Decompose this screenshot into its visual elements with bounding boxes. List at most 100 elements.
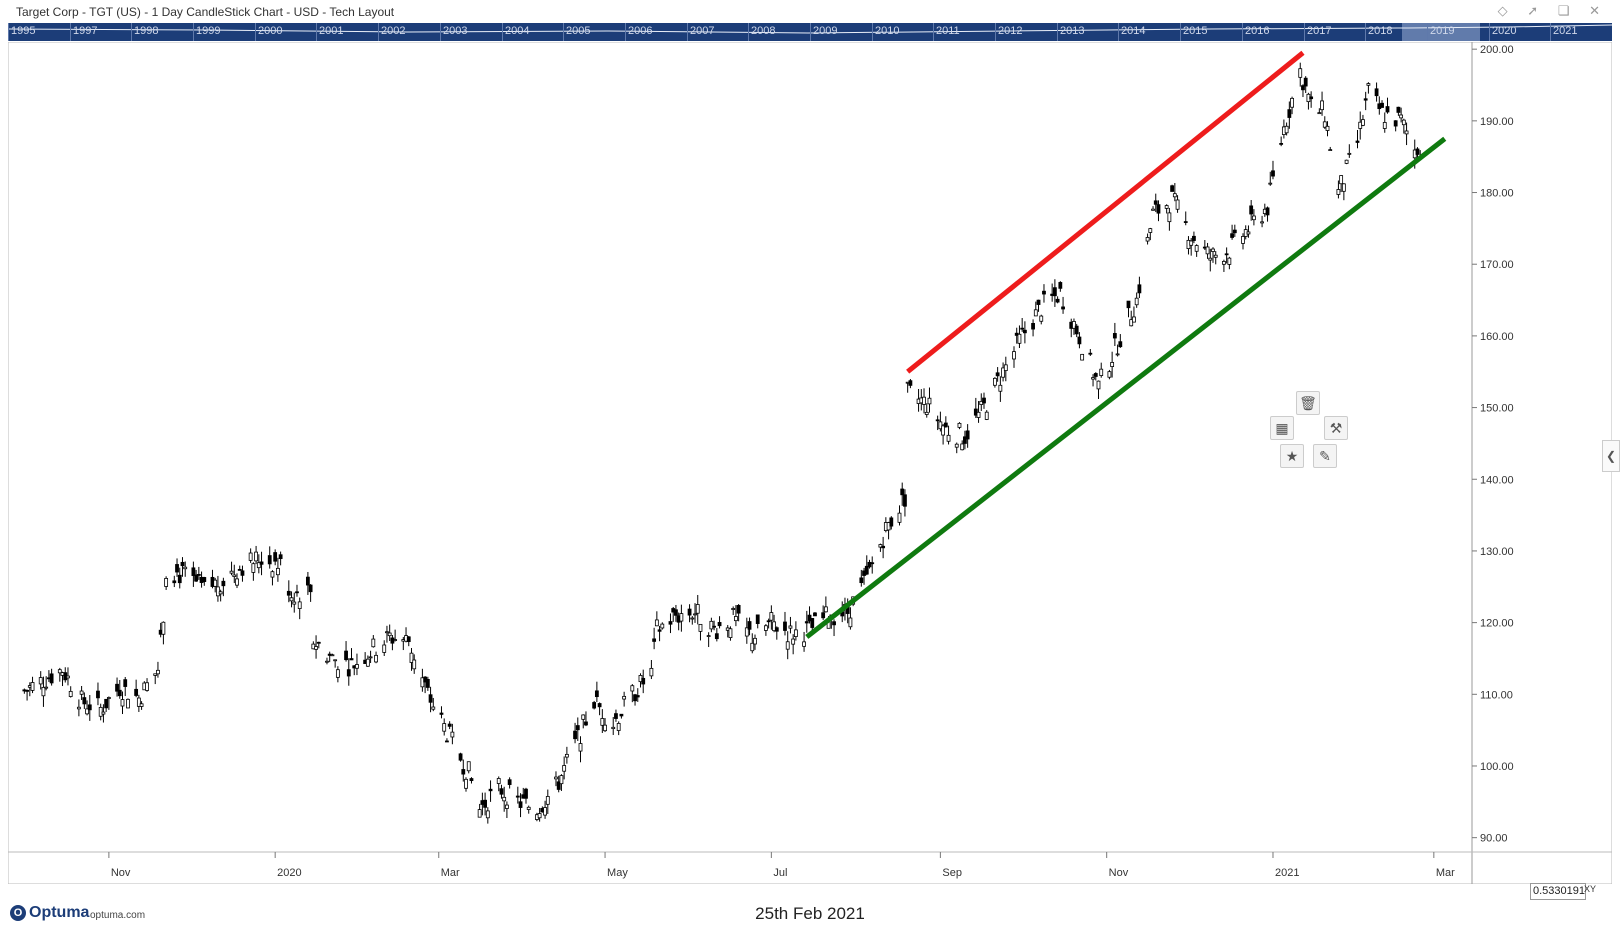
overview-year-label: 1997 — [73, 25, 98, 37]
candle-body — [984, 411, 989, 420]
candle-body — [1325, 125, 1330, 131]
candle-body — [668, 621, 673, 625]
x-tick-label: Sep — [942, 867, 962, 879]
candle-body — [164, 578, 169, 587]
candle-body — [248, 552, 253, 561]
history-overview-bar[interactable]: 1995 1997 1998 1999 2000 2001 2002 2003 2004 2005… — [8, 23, 1612, 41]
x-tick-label: Nov — [111, 867, 131, 879]
candle-body — [1170, 185, 1175, 192]
support-trendline[interactable] — [805, 136, 1447, 639]
candle-body — [1380, 102, 1384, 108]
resistance-trendline[interactable] — [906, 50, 1305, 374]
y-tick-label: 100.00 — [1480, 761, 1514, 773]
candle-body — [714, 633, 719, 640]
candle-body — [297, 601, 302, 609]
diamond-icon[interactable]: ◇ — [1497, 3, 1516, 18]
side-panel-toggle[interactable]: ❮ — [1602, 440, 1620, 472]
candle-body — [938, 421, 943, 430]
x-tick-label: Mar — [441, 867, 460, 879]
candle-body — [1213, 254, 1218, 258]
candle-body — [1020, 327, 1025, 330]
candle-body — [278, 554, 283, 560]
candle-body — [49, 673, 54, 684]
candle-body — [38, 677, 43, 685]
candle-body — [1080, 353, 1085, 361]
overview-year-label: 2020 — [1492, 25, 1517, 37]
candle-body — [657, 629, 662, 632]
candle-body — [1241, 236, 1245, 244]
xy-readout[interactable]: 0.5330191 — [1530, 883, 1586, 900]
candle-body — [1393, 120, 1398, 127]
axes: 200.00 190.00 180.00 170.00 160.00 150.00 140.… — [8, 42, 1612, 884]
candle-body — [177, 574, 182, 584]
candle-body — [1347, 152, 1352, 155]
candle-body — [240, 570, 245, 576]
candle-body — [998, 384, 1003, 392]
candle-body — [1287, 109, 1292, 118]
overview-year-tick — [1427, 23, 1428, 41]
trendlines[interactable] — [805, 50, 1447, 639]
restore-icon[interactable]: ❏ — [1557, 3, 1578, 18]
y-tick-label: 90.00 — [1480, 833, 1508, 845]
candle-body — [1298, 68, 1303, 78]
candle-body — [1374, 88, 1379, 97]
wrench-icon[interactable]: ⚒ — [1324, 416, 1348, 440]
candle-body — [649, 667, 654, 677]
candle-body — [965, 430, 970, 440]
candle-body — [483, 799, 487, 808]
trash-icon[interactable]: 🗑 — [1296, 391, 1320, 415]
site-label: optuma.com — [90, 910, 146, 921]
candle-body — [1260, 221, 1264, 224]
price-chart[interactable]: 200.00 190.00 180.00 170.00 160.00 150.00 140.… — [8, 42, 1612, 884]
overview-year-label: 2012 — [998, 25, 1023, 37]
candle-body — [537, 813, 542, 819]
candle-body — [1336, 189, 1341, 195]
candle-body — [575, 725, 580, 731]
overview-year-tick — [625, 23, 626, 41]
candle-body — [679, 613, 684, 622]
candle-body — [145, 682, 149, 691]
candle-body — [545, 796, 550, 805]
candle-body — [995, 372, 1000, 377]
overview-year-tick — [933, 23, 934, 41]
y-tick-label: 140.00 — [1480, 474, 1514, 486]
candle-body — [654, 619, 659, 627]
pin-icon[interactable]: ➚ — [1527, 3, 1547, 18]
candle-body — [292, 601, 297, 605]
candle-body — [333, 659, 338, 662]
candle-body — [674, 609, 678, 616]
candle-body — [295, 591, 299, 594]
candle-body — [1003, 364, 1008, 372]
candle-body — [690, 617, 695, 620]
candle-body — [499, 788, 504, 795]
candle-body — [603, 724, 607, 732]
overview-year-label: 2003 — [443, 25, 468, 37]
bars-icon[interactable]: ▦ — [1270, 416, 1294, 440]
candle-body — [832, 621, 836, 626]
candle-body — [783, 621, 787, 631]
xy-label: XY — [1584, 884, 1597, 894]
candle-body — [1091, 377, 1095, 380]
candle-body — [216, 586, 220, 597]
candle-body — [344, 650, 348, 661]
candle-body — [194, 574, 199, 582]
candle-body — [821, 612, 826, 619]
candle-body — [1320, 100, 1324, 111]
candle-body — [106, 697, 111, 699]
candle-body — [802, 641, 806, 647]
candle-body — [256, 562, 261, 569]
close-icon[interactable]: ✕ — [1589, 3, 1608, 18]
candle-body — [104, 698, 109, 709]
candle-body — [1126, 300, 1131, 309]
candle-body — [289, 597, 294, 602]
candle-body — [117, 689, 122, 697]
candle-body — [712, 625, 717, 628]
candle-body — [1156, 204, 1161, 214]
candle-body — [1017, 333, 1022, 344]
candle-body — [316, 641, 321, 644]
candle-body — [175, 564, 179, 573]
pencil-icon[interactable]: ✎ — [1313, 444, 1337, 468]
candle-body — [335, 669, 340, 678]
run-icon[interactable]: ★ — [1280, 444, 1304, 468]
candle-body — [515, 795, 520, 798]
